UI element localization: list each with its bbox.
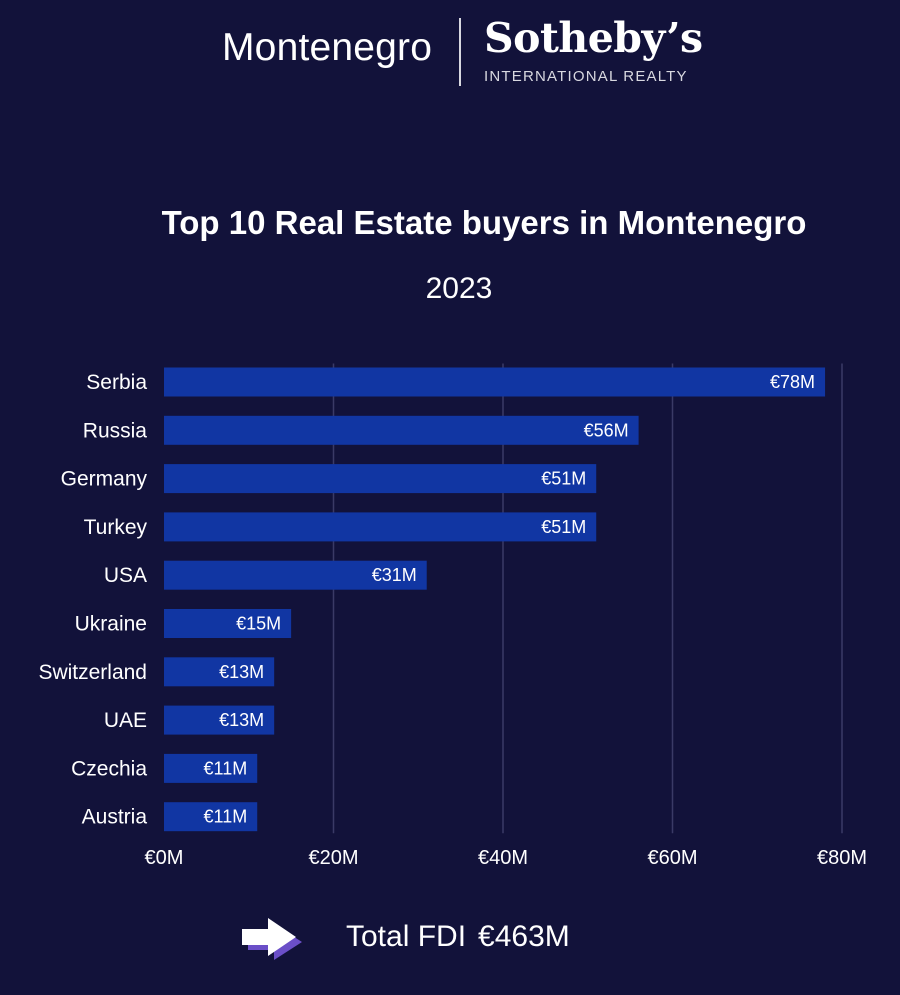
total-fdi: Total FDI €463M (240, 912, 640, 968)
bar-value-label: €56M (584, 420, 629, 440)
category-label: Germany (61, 468, 148, 491)
bar-value-label: €11M (204, 807, 248, 827)
category-label: UAE (104, 709, 147, 732)
category-label: USA (104, 564, 147, 587)
brand-divider (459, 18, 461, 86)
category-label: Austria (82, 806, 148, 829)
x-tick-label: €60M (647, 847, 697, 869)
bar-value-label: €51M (541, 517, 586, 537)
x-tick-label: €0M (145, 847, 184, 869)
chart-subtitle: 2023 (425, 272, 493, 305)
bars: €78M €56M €51M €51M €31M €15M €13M €13M €11M €11M (164, 367, 826, 832)
brand-region: Montenegro (222, 26, 433, 69)
category-label: Turkey (84, 516, 148, 539)
category-label: Serbia (86, 371, 147, 394)
category-label: Switzerland (38, 661, 147, 684)
arrow-right-icon (242, 918, 302, 960)
brand-name: Sotheby’s (484, 14, 703, 62)
brand-logo: Montenegro Sotheby’s INTERNATIONAL REALT… (0, 12, 900, 92)
chart-title: Top 10 Real Estate buyers in Montenegro (161, 204, 807, 241)
bar (164, 512, 597, 542)
bar-value-label: €78M (770, 372, 815, 392)
bar (164, 753, 258, 783)
bar (164, 560, 427, 590)
total-fdi-label: Total FDI (346, 920, 467, 953)
category-label: Czechia (71, 757, 147, 780)
total-fdi-value: €463M (478, 920, 570, 953)
bar-value-label: €13M (219, 710, 264, 730)
brand-wordmark: Sotheby’s INTERNATIONAL REALTY (484, 14, 703, 85)
bar-value-label: €11M (204, 758, 248, 778)
bar-value-label: €15M (236, 614, 281, 634)
category-label: Ukraine (75, 613, 147, 636)
bar (164, 609, 292, 638)
bar (164, 705, 275, 735)
x-tick-label: €80M (817, 847, 867, 869)
grid-lines (332, 363, 843, 834)
total-fdi-text: Total FDI €463M (346, 920, 582, 954)
bar (164, 657, 275, 687)
bar (164, 367, 826, 397)
bar-value-label: €13M (219, 662, 264, 682)
category-label: Russia (83, 419, 148, 442)
brand-subtitle: INTERNATIONAL REALTY (484, 68, 688, 85)
bar-value-label: €51M (541, 469, 586, 489)
bar-value-label: €31M (372, 565, 417, 585)
x-axis-ticks: €0M €20M €40M €60M €80M (145, 847, 867, 869)
x-tick-label: €40M (478, 847, 528, 869)
category-labels: Serbia Russia Germany Turkey USA Ukraine Switz… (38, 371, 147, 829)
bar (164, 415, 639, 445)
x-tick-label: €20M (308, 847, 358, 869)
bar (164, 464, 597, 494)
bar (164, 802, 258, 832)
